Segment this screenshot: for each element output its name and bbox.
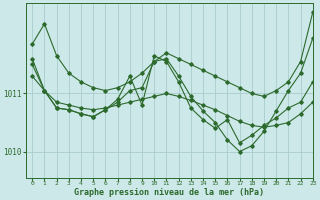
X-axis label: Graphe pression niveau de la mer (hPa): Graphe pression niveau de la mer (hPa) xyxy=(75,188,264,197)
